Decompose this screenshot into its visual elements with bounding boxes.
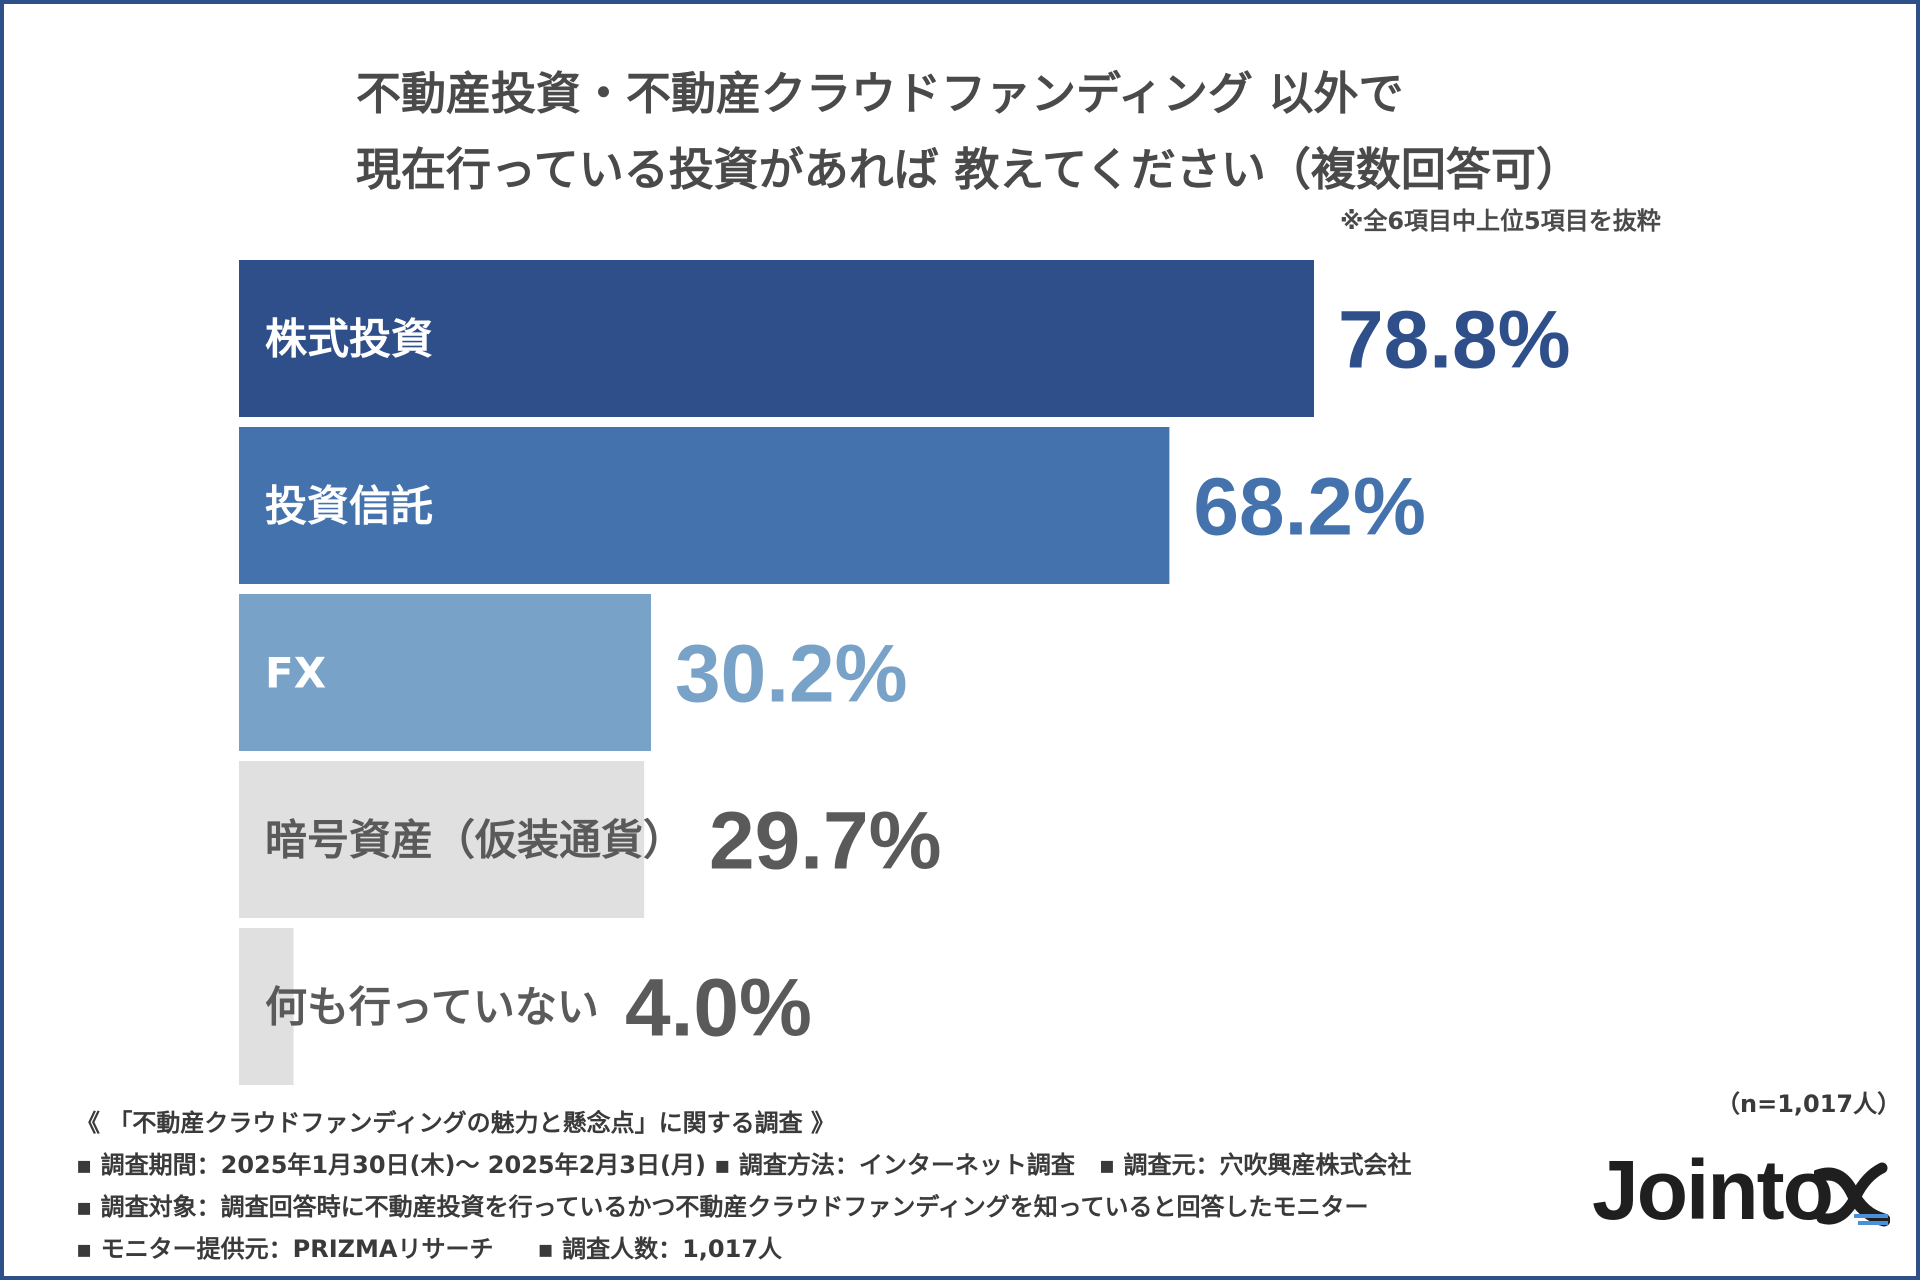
survey-details: 《 「不動産クラウドファンディングの魅力と懸念点」に関する調査 》 ▪ 調査期間… (76, 1102, 1412, 1270)
bar-label-3: 暗号資産（仮装通貨） (265, 816, 685, 865)
chart-title-line-1: 不動産投資・不動産クラウドファンディング 以外で (356, 67, 1404, 120)
bar-0 (239, 260, 1314, 417)
bar-value-0: 78.8% (1338, 295, 1571, 386)
sample-size: （n=1,017人） (1716, 1090, 1902, 1118)
excerpt-note: ※全6項目中上位5項目を抜粋 (1340, 207, 1661, 235)
bar-label-2: FX (265, 649, 326, 698)
bar-label-0: 株式投資 (265, 315, 433, 364)
survey-count: ▪ 調査人数：1,017人 (537, 1235, 783, 1263)
chart-title: 不動産投資・不動産クラウドファンディング 以外で 現在行っている投資があれば 教… (356, 56, 1581, 208)
bar-label-1: 投資信託 (265, 482, 433, 531)
bar-chart: 株式投資 78.8% 投資信託 68.2% FX 30.2% 暗号資産（仮装通貨） 29.7%… (239, 260, 1571, 1085)
bar-1 (239, 427, 1170, 584)
survey-provider-count: ▪ モニター提供元：PRIZMAリサーチ ▪ 調査人数：1,017人 (76, 1228, 1412, 1270)
bar-4 (239, 928, 294, 1085)
survey-provider: ▪ モニター提供元：PRIZMAリサーチ (76, 1235, 494, 1263)
bar-value-2: 30.2% (675, 629, 908, 720)
survey-period-method-source: ▪ 調査期間：2025年1月30日(木)〜 2025年2月3日(月) ▪ 調査方… (76, 1151, 1412, 1179)
bar-label-4: 何も行っていない (265, 983, 599, 1032)
survey-target: ▪ 調査対象：調査回答時に不動産投資を行っているかつ不動産クラウドファンディング… (76, 1193, 1369, 1221)
chart-title-line-2: 現在行っている投資があれば 教えてください（複数回答可） (356, 143, 1581, 196)
jointo-alpha-logo: Jointo (1592, 1140, 1892, 1240)
bar-value-4: 4.0% (625, 963, 812, 1054)
bar-2 (239, 594, 651, 751)
bar-3 (239, 761, 645, 918)
bar-value-1: 68.2% (1193, 462, 1426, 553)
alpha-logo-icon (1814, 1162, 1890, 1227)
bar-value-3: 29.7% (709, 796, 942, 887)
logo-text: Jointo (1592, 1143, 1834, 1237)
survey-name: 《 「不動産クラウドファンディングの魅力と懸念点」に関する調査 》 (76, 1109, 836, 1137)
